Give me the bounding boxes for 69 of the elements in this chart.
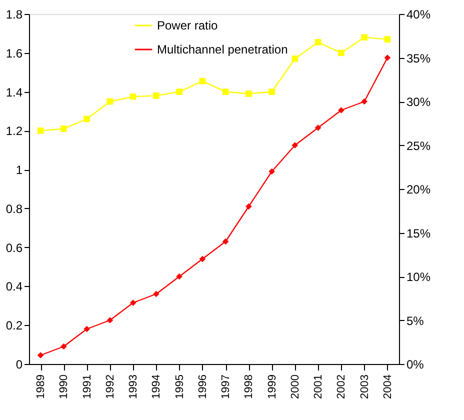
- point: [60, 343, 67, 350]
- y-tick-label: 0.2: [6, 318, 23, 333]
- point: [37, 352, 44, 358]
- y2-tick-label: 10%: [406, 270, 431, 284]
- point: [199, 256, 206, 262]
- y-tick-label: 1.4: [6, 85, 23, 100]
- point: [37, 128, 44, 134]
- point: [153, 92, 160, 99]
- point: [361, 98, 368, 105]
- y-tick-label: 0.4: [6, 280, 23, 294]
- point: [176, 88, 182, 95]
- point: [292, 142, 298, 148]
- point: [246, 203, 252, 210]
- legend-label: Power ratio: [157, 18, 218, 32]
- x-tick-label: 1999: [266, 374, 278, 399]
- x-tick-label: 1996: [196, 374, 209, 399]
- x-tick-label: 2000: [289, 374, 302, 399]
- y-tick-label: 1: [16, 163, 23, 178]
- legend-label: Multichannel penetration: [157, 42, 288, 56]
- y-tick-label: 0.8: [6, 202, 23, 216]
- y2-tick-label: 40%: [406, 8, 431, 22]
- point: [338, 107, 344, 114]
- x-tick-label: 1990: [58, 374, 70, 399]
- y-tick-label: 0.6: [6, 240, 23, 255]
- y2-tick-label: 15%: [406, 226, 431, 240]
- y-tick-label: 1.2: [6, 124, 23, 138]
- x-tick-label: 1997: [220, 374, 232, 399]
- point: [292, 56, 298, 62]
- point: [222, 238, 229, 245]
- point: [199, 78, 206, 84]
- y2-tick-label: 25%: [406, 138, 431, 153]
- y2-tick-label: 0%: [406, 358, 424, 372]
- x-tick-label: 1998: [243, 374, 256, 399]
- point: [314, 39, 322, 46]
- point: [384, 54, 391, 61]
- y2-tick-label: 20%: [406, 182, 431, 196]
- point: [338, 50, 344, 56]
- y2-tick-label: 35%: [406, 51, 431, 66]
- point: [130, 300, 136, 306]
- point: [130, 93, 136, 100]
- y2-tick-label: 5%: [406, 314, 424, 328]
- x-tick-label: 1992: [104, 374, 116, 399]
- y2-tick-label: 30%: [406, 95, 431, 109]
- x-tick-label: 2004: [382, 374, 394, 399]
- x-tick-label: 1991: [81, 374, 94, 399]
- point: [106, 98, 114, 105]
- y-tick-label: 1.8: [6, 8, 23, 22]
- point: [384, 36, 391, 42]
- point: [176, 273, 182, 280]
- point: [84, 326, 90, 332]
- x-tick-label: 2003: [358, 374, 371, 399]
- point: [222, 88, 229, 95]
- point: [60, 126, 67, 132]
- point: [361, 34, 368, 40]
- point: [246, 90, 252, 97]
- x-tick-label: 1993: [128, 374, 140, 399]
- point: [314, 124, 322, 131]
- x-tick-label: 1989: [35, 374, 48, 399]
- x-tick-label: 2002: [336, 374, 348, 399]
- x-tick-label: 1995: [174, 374, 186, 399]
- point: [153, 290, 160, 298]
- x-tick-label: 1994: [150, 374, 163, 399]
- point: [106, 317, 114, 324]
- y-tick-label: 0: [16, 358, 23, 372]
- x-tick-label: 2001: [312, 374, 325, 399]
- point: [268, 88, 275, 95]
- point: [268, 168, 275, 175]
- point: [84, 116, 90, 122]
- y-tick-label: 1.6: [6, 46, 23, 60]
